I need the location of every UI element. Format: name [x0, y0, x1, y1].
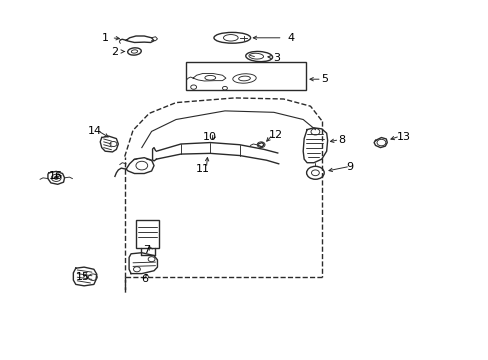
Text: 9: 9	[346, 162, 352, 172]
Bar	[136, 220, 159, 248]
Text: 16: 16	[49, 171, 63, 181]
Text: 6: 6	[141, 274, 147, 284]
Text: 13: 13	[396, 132, 409, 142]
Text: 7: 7	[143, 245, 150, 255]
Text: 3: 3	[272, 53, 279, 63]
Text: 2: 2	[111, 47, 118, 57]
Text: 1: 1	[102, 33, 108, 43]
Text: 4: 4	[287, 33, 294, 43]
Text: 14: 14	[88, 126, 102, 136]
Bar	[185, 62, 305, 90]
Text: 12: 12	[269, 130, 283, 140]
Text: 11: 11	[196, 164, 209, 174]
Text: 10: 10	[203, 132, 217, 142]
Text: 15: 15	[76, 272, 90, 282]
Text: 5: 5	[321, 74, 328, 84]
Circle shape	[54, 176, 58, 179]
Text: 8: 8	[338, 135, 345, 145]
